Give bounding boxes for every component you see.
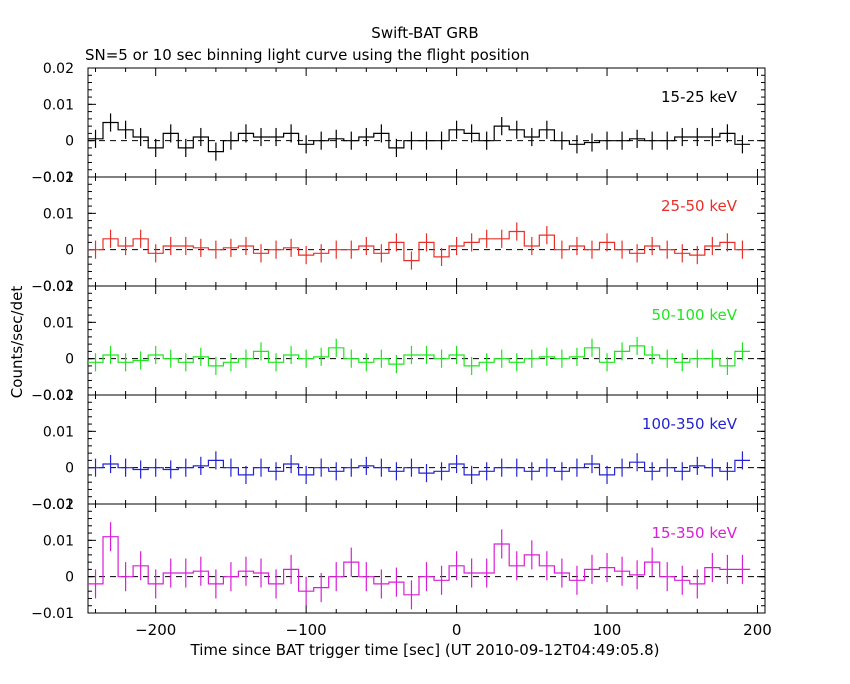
y-tick-label: 0.01 (43, 315, 74, 331)
series-legend-label: 15-25 keV (661, 88, 738, 106)
series-step-line (88, 230, 750, 262)
panel-frame (87, 394, 766, 505)
y-tick-label: 0 (65, 134, 74, 150)
x-tick-label: 200 (743, 621, 772, 639)
series-step-line (88, 536, 750, 596)
y-tick-label: −0.01 (31, 497, 74, 513)
panels-group: −0.01 0 0.01 0.02 15-25 keV −0.01 0 0.01 0.02 25-… (31, 61, 772, 639)
series-legend-label: 50-100 keV (651, 306, 737, 324)
y-tick-label: 0 (65, 243, 74, 259)
y-tick-label: −0.01 (31, 606, 74, 622)
panel-0: −0.01 0 0.01 0.02 15-25 keV (31, 61, 766, 186)
y-tick-label: 0.01 (43, 424, 74, 440)
panel-3: −0.01 0 0.01 0.02 100-350 keV (31, 388, 766, 513)
y-tick-label: −0.01 (31, 279, 74, 295)
y-tick-label: 0.01 (43, 533, 74, 549)
x-tick-label: −200 (135, 621, 176, 639)
y-tick-label: 0.02 (43, 388, 74, 404)
chart-subtitle: SN=5 or 10 sec binning light curve using… (85, 46, 530, 64)
y-tick-label: −0.01 (31, 170, 74, 186)
series-step-line (88, 121, 750, 153)
y-tick-label: 0 (65, 352, 74, 368)
panel-1: −0.01 0 0.01 0.02 25-50 keV (31, 170, 766, 295)
series-legend-label: 25-50 keV (661, 197, 738, 215)
panel-2: −0.01 0 0.01 0.02 50-100 keV (31, 279, 766, 404)
panel-4: −0.01 0 0.01 0.02 15-350 keV (31, 497, 766, 622)
x-tick-label: −100 (286, 621, 327, 639)
chart-title: Swift-BAT GRB (371, 24, 478, 42)
y-tick-label: 0.01 (43, 206, 74, 222)
y-axis-label: Counts/sec/det (8, 286, 26, 399)
y-tick-label: 0 (65, 570, 74, 586)
y-tick-label: 0.02 (43, 279, 74, 295)
y-tick-label: 0.01 (43, 97, 74, 113)
x-axis-label: Time since BAT trigger time [sec] (UT 20… (190, 641, 660, 659)
panel-frame (87, 285, 766, 396)
x-tick-label: 0 (452, 621, 462, 639)
panel-frame (87, 176, 766, 287)
y-tick-label: −0.01 (31, 388, 74, 404)
y-tick-label: 0.02 (43, 497, 74, 513)
y-tick-label: 0.02 (43, 61, 74, 77)
series-legend-label: 15-350 keV (651, 524, 737, 542)
panel-frame (87, 503, 766, 614)
series-step-line (88, 345, 750, 367)
series-step-line (88, 459, 750, 476)
panel-frame (87, 67, 766, 178)
y-tick-label: 0.02 (43, 170, 74, 186)
x-tick-label: 100 (593, 621, 622, 639)
y-tick-label: 0 (65, 461, 74, 477)
series-legend-label: 100-350 keV (642, 415, 738, 433)
